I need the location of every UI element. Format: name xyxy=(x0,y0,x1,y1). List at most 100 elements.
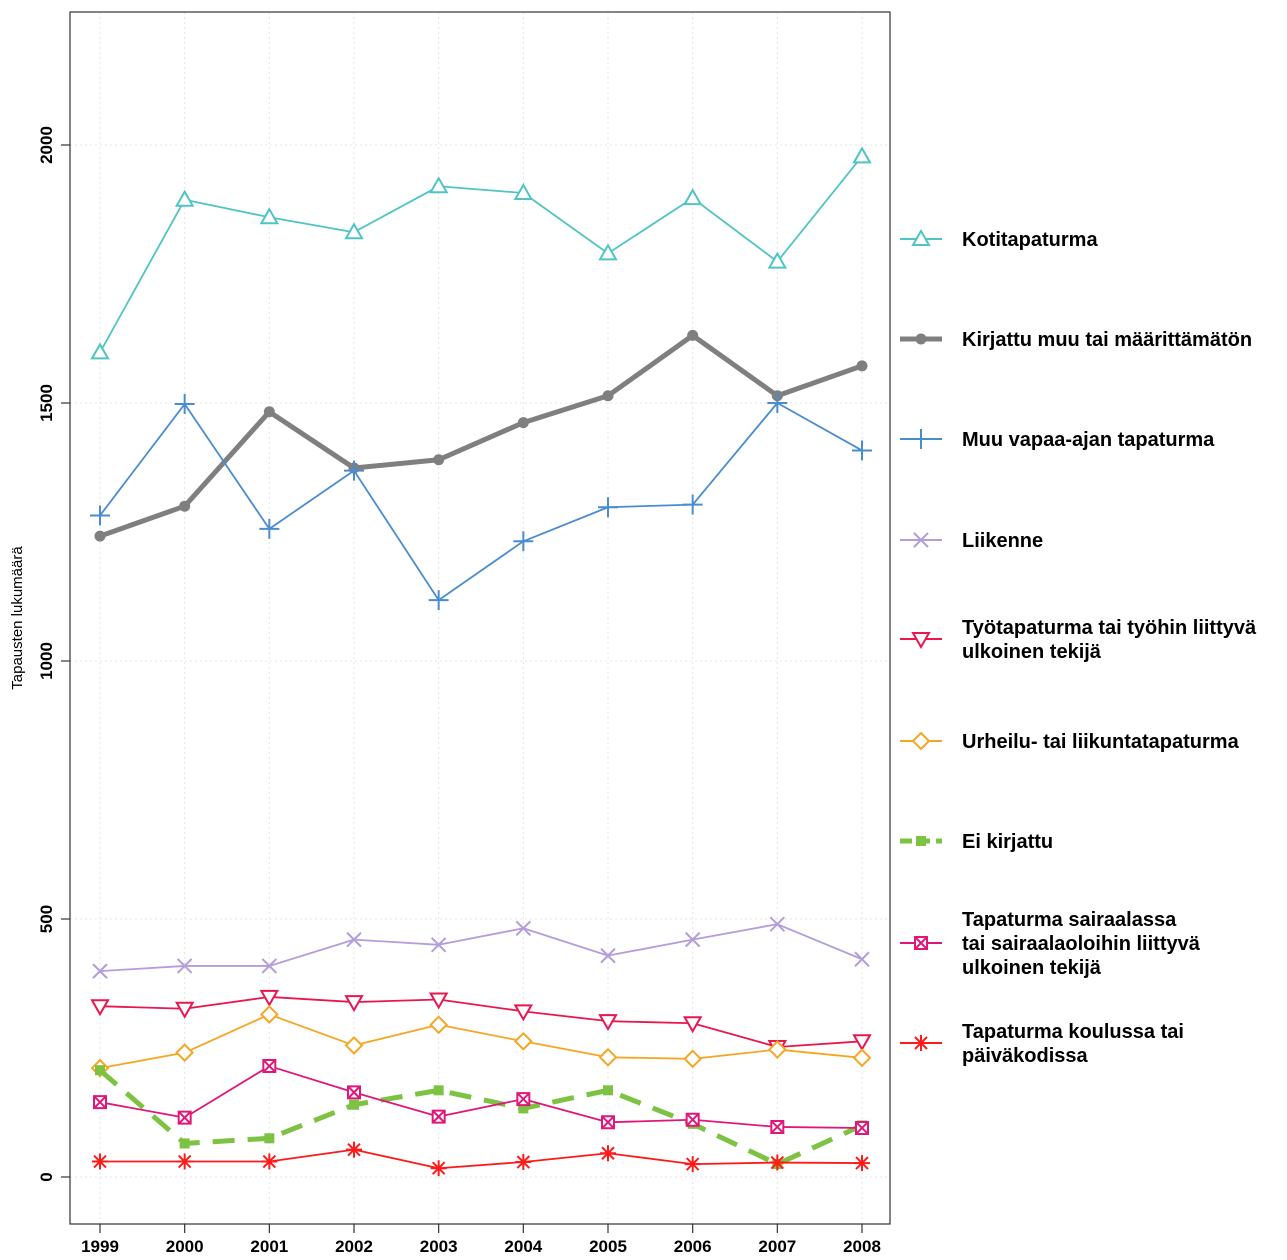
data-point xyxy=(767,1040,787,1059)
data-point xyxy=(261,958,278,974)
legend-item: Ei kirjattu xyxy=(900,831,1053,853)
data-point xyxy=(430,937,447,953)
y-tick-label: 0 xyxy=(37,1172,56,1181)
data-point xyxy=(855,1120,869,1135)
data-point xyxy=(517,417,529,429)
legend-swatch-marker xyxy=(915,333,927,345)
legend-label: tai sairaalaoloihin liittyvä xyxy=(962,933,1201,955)
series-line xyxy=(98,1068,864,1167)
data-point xyxy=(515,920,532,936)
data-point xyxy=(598,497,618,518)
legend-label: Muu vapaa-ajan tapaturma xyxy=(962,429,1215,451)
data-point xyxy=(179,500,191,512)
x-tick-label: 2003 xyxy=(420,1237,458,1256)
data-point xyxy=(852,146,872,164)
data-point xyxy=(852,440,872,461)
data-point xyxy=(769,916,786,932)
data-point xyxy=(344,995,364,1013)
data-point xyxy=(261,1153,278,1170)
legend-label: Urheilu- tai liikuntatapaturma xyxy=(962,731,1240,753)
x-axis: 1999 2000 2001 2002 2003 2004 2005 2006 2007 2008 xyxy=(81,1224,881,1256)
data-point xyxy=(259,1005,279,1024)
data-point xyxy=(683,1049,703,1069)
data-point xyxy=(262,1059,277,1074)
data-point xyxy=(433,454,445,466)
data-point xyxy=(513,1004,534,1022)
data-point xyxy=(174,1001,195,1019)
legend-label: Kirjattu muu tai määrittämätön xyxy=(962,329,1252,351)
data-point xyxy=(600,947,616,964)
data-point xyxy=(769,1154,786,1171)
data-point xyxy=(852,1048,872,1068)
series-8 xyxy=(92,1141,870,1177)
data-point xyxy=(92,1153,108,1170)
data-point xyxy=(344,460,364,481)
data-point xyxy=(428,992,449,1010)
data-point xyxy=(346,1141,362,1158)
y-axis-title: Tapausten lukumäärä xyxy=(9,546,26,690)
data-point xyxy=(518,1103,529,1114)
data-point xyxy=(682,1016,703,1034)
data-point xyxy=(429,1015,449,1035)
legend-item: Kirjattu muu tai määrittämätön xyxy=(900,329,1252,351)
data-point xyxy=(90,342,110,360)
data-point xyxy=(856,360,868,372)
data-point xyxy=(685,1112,700,1127)
data-point xyxy=(263,406,275,418)
data-point xyxy=(767,251,788,269)
series-2 xyxy=(90,393,872,611)
legend: Kotitapaturma Kirjattu muu tai määrittämä… xyxy=(900,228,1257,1067)
data-point xyxy=(92,963,108,979)
series-line xyxy=(99,332,863,539)
data-point xyxy=(430,1160,447,1177)
data-point xyxy=(854,951,870,967)
data-point xyxy=(90,999,110,1017)
series-line xyxy=(99,402,863,602)
data-point xyxy=(433,1085,444,1096)
data-point xyxy=(349,1099,359,1110)
series-3 xyxy=(92,916,870,979)
x-tick-label: 2008 xyxy=(843,1237,881,1256)
series-line xyxy=(100,1148,863,1170)
legend-swatch-marker xyxy=(911,429,931,449)
data-point xyxy=(602,390,614,402)
data-point xyxy=(770,1119,785,1134)
legend-swatch-marker xyxy=(914,936,928,950)
data-point xyxy=(179,1138,190,1149)
legend-item: Liikenne xyxy=(900,530,1043,552)
series-1 xyxy=(94,329,868,542)
data-point xyxy=(598,1047,618,1067)
legend-label: Tapaturma sairaalassa xyxy=(962,909,1177,931)
data-point xyxy=(347,1085,361,1100)
series-layer xyxy=(90,146,872,1177)
legend-label: Liikenne xyxy=(962,530,1043,552)
legend-label: päiväkodissa xyxy=(962,1045,1089,1067)
data-point xyxy=(90,505,110,526)
legend-swatch-marker xyxy=(913,1035,929,1051)
data-point xyxy=(854,1155,870,1172)
legend-item: Muu vapaa-ajan tapaturma xyxy=(900,429,1215,451)
series-line xyxy=(99,155,863,353)
data-point xyxy=(177,1110,192,1125)
series-5 xyxy=(90,1005,872,1078)
y-tick-label: 2000 xyxy=(37,126,56,164)
data-point xyxy=(259,207,280,225)
data-point xyxy=(176,958,193,974)
y-tick-label: 1500 xyxy=(37,384,56,422)
legend-swatch-marker xyxy=(913,532,929,548)
series-6 xyxy=(95,1065,867,1170)
data-point xyxy=(344,222,364,240)
data-point xyxy=(603,1085,613,1096)
y-tick-label: 500 xyxy=(37,905,56,933)
data-point xyxy=(513,531,534,552)
data-point xyxy=(598,1014,618,1032)
data-point xyxy=(259,989,280,1007)
legend-item: Kotitapaturma xyxy=(900,228,1098,251)
data-point xyxy=(601,1115,615,1130)
legend-label: Ei kirjattu xyxy=(962,831,1053,853)
data-point xyxy=(513,1031,533,1051)
data-point xyxy=(684,1156,701,1173)
data-point xyxy=(682,188,703,206)
x-tick-label: 2005 xyxy=(589,1237,627,1256)
